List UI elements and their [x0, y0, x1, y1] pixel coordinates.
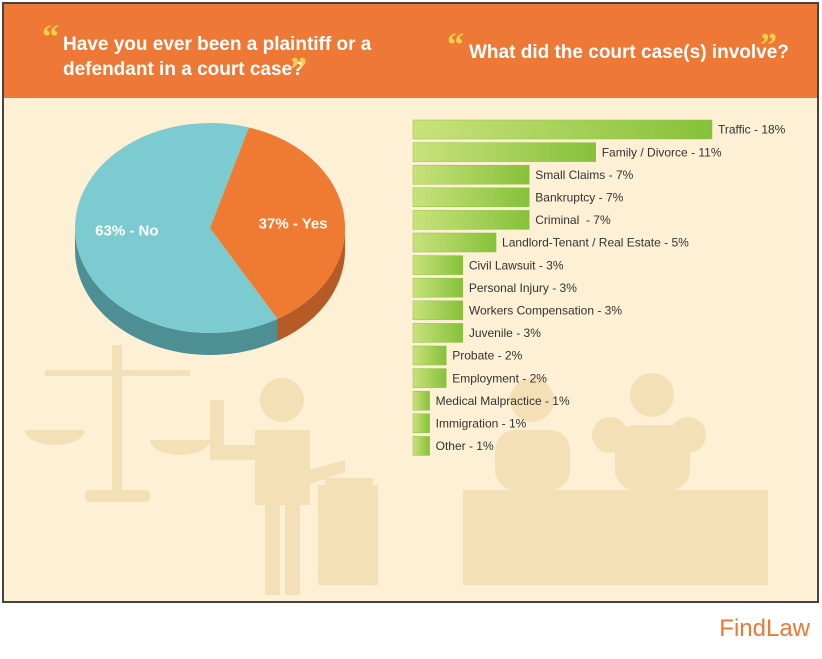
bar: [412, 255, 464, 275]
bar: [412, 119, 713, 140]
bar-label: Criminal - 7%: [535, 213, 611, 227]
bar-label: Workers Compensation - 3%: [469, 303, 623, 317]
bar-label: Civil Lawsuit - 3%: [469, 258, 564, 272]
bar: [412, 187, 530, 208]
bar-label: Other - 1%: [436, 439, 494, 453]
chart-title: What did the court case(s) involve?: [469, 42, 789, 63]
bar: [412, 300, 464, 321]
pie-side: [75, 228, 278, 355]
bar-label: Immigration - 1%: [436, 416, 527, 430]
bar: [412, 413, 430, 434]
chart-title: Have you ever been a plaintiff or a: [63, 34, 372, 55]
header: [4, 4, 817, 98]
bar-label: Bankruptcy - 7%: [535, 190, 623, 204]
bar: [412, 345, 447, 366]
bar: [412, 210, 530, 230]
bar: [412, 232, 497, 253]
bar-label: Medical Malpractice - 1%: [436, 394, 570, 408]
bar: [412, 390, 430, 411]
quote-open: “: [42, 19, 59, 56]
pie-slice: [210, 127, 346, 319]
bar-label: Employment - 2%: [452, 371, 547, 385]
bar-label: Traffic - 18%: [718, 123, 786, 137]
pie-label: 63% - No: [95, 223, 158, 240]
chart-title: defendant in a court case?: [63, 59, 304, 80]
bar-label: Small Claims - 7%: [535, 168, 633, 182]
bar: [412, 277, 464, 298]
bar: [412, 142, 596, 162]
pie-label: 37% - Yes: [259, 215, 328, 232]
bar: [412, 436, 430, 456]
pie-slice: [75, 123, 278, 334]
bar-label: Landlord-Tenant / Real Estate - 5%: [502, 236, 689, 250]
quote-close: ”: [290, 51, 307, 88]
bar-label: Family / Divorce - 11%: [602, 145, 722, 159]
quote-open: “: [447, 27, 464, 64]
bar-label: Personal Injury - 3%: [469, 281, 577, 295]
brand-logo: FindLaw: [719, 615, 810, 642]
decoration: [25, 345, 768, 595]
bar: [412, 164, 530, 185]
bar: [412, 368, 447, 388]
bar: [412, 323, 464, 343]
bar-label: Probate - 2%: [452, 349, 522, 363]
quote-close: ”: [760, 27, 777, 64]
pie-side: [277, 228, 345, 341]
bar-label: Juvenile - 3%: [469, 326, 541, 340]
